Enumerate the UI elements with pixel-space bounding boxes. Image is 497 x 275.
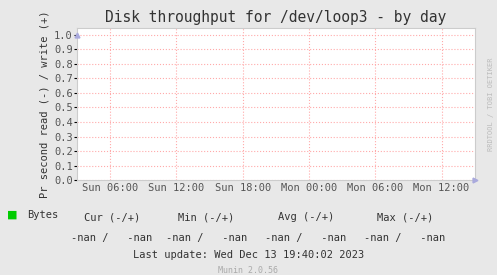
Title: Disk throughput for /dev/loop3 - by day: Disk throughput for /dev/loop3 - by day [105,10,446,25]
Text: Cur (-/+): Cur (-/+) [83,212,140,222]
Text: -nan /   -nan: -nan / -nan [364,233,446,243]
Text: ■: ■ [7,210,18,219]
Text: Max (-/+): Max (-/+) [377,212,433,222]
Text: -nan /   -nan: -nan / -nan [166,233,247,243]
Text: -nan /   -nan: -nan / -nan [265,233,346,243]
Y-axis label: Pr second read (-) / write (+): Pr second read (-) / write (+) [40,10,50,197]
Text: -nan /   -nan: -nan / -nan [71,233,153,243]
Text: Bytes: Bytes [27,210,59,219]
Text: Munin 2.0.56: Munin 2.0.56 [219,266,278,274]
Text: Avg (-/+): Avg (-/+) [277,212,334,222]
Text: RRDTOOL / TOBI OETIKER: RRDTOOL / TOBI OETIKER [488,58,494,151]
Text: Last update: Wed Dec 13 19:40:02 2023: Last update: Wed Dec 13 19:40:02 2023 [133,250,364,260]
Text: Min (-/+): Min (-/+) [178,212,235,222]
